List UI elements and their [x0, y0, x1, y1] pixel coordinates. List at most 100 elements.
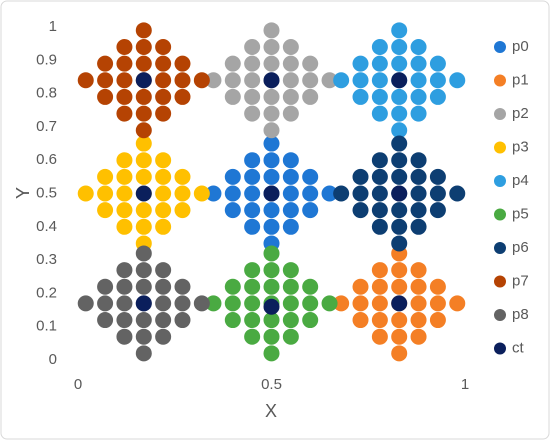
point	[116, 38, 133, 55]
point	[352, 88, 369, 105]
point	[410, 185, 427, 202]
point	[135, 245, 152, 262]
x-tick-label: 1	[461, 376, 469, 393]
point	[174, 278, 191, 295]
legend-marker	[494, 275, 506, 288]
point	[77, 185, 94, 202]
point	[155, 202, 172, 219]
point	[193, 185, 210, 202]
y-tick-label: 0.9	[36, 51, 57, 68]
point	[391, 55, 408, 72]
point	[193, 72, 210, 89]
point	[135, 72, 152, 89]
point	[116, 185, 133, 202]
legend-label: ct	[512, 339, 525, 356]
point	[244, 185, 261, 202]
point	[244, 152, 261, 169]
point	[135, 345, 152, 362]
point	[244, 328, 261, 345]
point	[155, 88, 172, 105]
point	[263, 262, 280, 279]
point	[174, 168, 191, 185]
point	[333, 185, 350, 202]
point	[77, 295, 94, 312]
point	[371, 295, 388, 312]
point	[116, 152, 133, 169]
legend-marker	[494, 141, 506, 154]
point	[391, 218, 408, 235]
point	[135, 152, 152, 169]
point	[410, 105, 427, 122]
point	[371, 218, 388, 235]
point	[371, 72, 388, 89]
point	[244, 278, 261, 295]
point	[174, 55, 191, 72]
point	[244, 262, 261, 279]
point	[391, 122, 408, 139]
point	[410, 262, 427, 279]
point	[371, 105, 388, 122]
point	[391, 22, 408, 39]
point	[135, 218, 152, 235]
point	[116, 105, 133, 122]
point	[282, 218, 299, 235]
point	[155, 55, 172, 72]
point	[391, 202, 408, 219]
point	[371, 88, 388, 105]
point	[135, 38, 152, 55]
point	[135, 312, 152, 329]
point	[429, 295, 446, 312]
point	[263, 245, 280, 262]
point	[429, 55, 446, 72]
point	[410, 152, 427, 169]
point	[174, 202, 191, 219]
point	[429, 312, 446, 329]
point	[263, 72, 280, 89]
point	[391, 152, 408, 169]
y-tick-label: 0.4	[36, 218, 57, 235]
point	[282, 295, 299, 312]
point	[224, 55, 241, 72]
point	[410, 278, 427, 295]
legend-label: p1	[512, 71, 529, 88]
legend-marker	[494, 242, 506, 254]
point	[244, 55, 261, 72]
point	[155, 278, 172, 295]
point	[263, 202, 280, 219]
point	[333, 72, 350, 89]
point	[263, 55, 280, 72]
point	[224, 202, 241, 219]
legend-label: p6	[512, 239, 529, 256]
point	[282, 185, 299, 202]
point	[302, 168, 319, 185]
point	[302, 55, 319, 72]
point	[391, 105, 408, 122]
point	[391, 262, 408, 279]
y-tick-label: 0.2	[36, 284, 57, 301]
y-tick-label: 0.1	[36, 318, 57, 335]
point	[97, 55, 114, 72]
point	[224, 168, 241, 185]
point	[263, 278, 280, 295]
point	[429, 278, 446, 295]
point	[263, 218, 280, 235]
point	[174, 295, 191, 312]
point	[244, 295, 261, 312]
point	[135, 328, 152, 345]
point	[135, 278, 152, 295]
point	[410, 72, 427, 89]
point	[263, 152, 280, 169]
point	[449, 185, 466, 202]
point	[263, 135, 280, 152]
point	[391, 312, 408, 329]
point	[155, 312, 172, 329]
point	[155, 328, 172, 345]
legend-marker	[494, 74, 506, 87]
point	[371, 278, 388, 295]
point	[302, 88, 319, 105]
point	[116, 168, 133, 185]
legend-label: p8	[512, 306, 529, 323]
point	[244, 168, 261, 185]
point	[282, 202, 299, 219]
